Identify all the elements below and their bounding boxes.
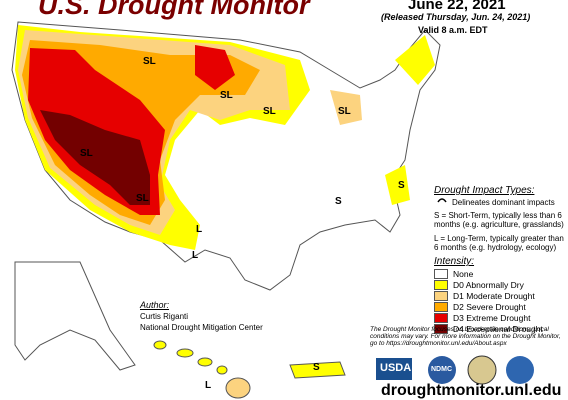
d4-area xyxy=(40,110,150,205)
map-label: S xyxy=(313,362,320,373)
intensity-heading: Intensity: xyxy=(434,256,475,267)
map-label: SL xyxy=(338,106,351,117)
author-org: National Drought Mitigation Center xyxy=(140,323,263,332)
ne-area xyxy=(395,35,435,85)
legend-swatch xyxy=(434,323,448,334)
map-label: S xyxy=(398,180,405,191)
map-label: L xyxy=(192,250,199,261)
map-label: SL xyxy=(143,56,156,67)
released: (Released Thursday, Jun. 24, 2021) xyxy=(381,12,531,22)
url[interactable]: droughtmonitor.unl.edu xyxy=(381,382,562,399)
impact-line-sample xyxy=(437,198,447,203)
legend-label: D3 Extreme Drought xyxy=(453,312,531,323)
legend: None D0 Abnormally Dry D1 Moderate Drought… xyxy=(434,268,543,334)
legend-item: D1 Moderate Drought xyxy=(434,290,543,301)
ndmc-text: NDMC xyxy=(431,366,452,373)
legend-label: D0 Abnormally Dry xyxy=(453,279,524,290)
impact-long: L = Long-Term, typically greater than 6 … xyxy=(434,234,564,252)
legend-swatch xyxy=(434,290,448,301)
alaska xyxy=(14,261,136,371)
hawaii xyxy=(153,340,251,399)
note: The Drought Monitor focuses on broad-sca… xyxy=(370,326,561,347)
map-label: L xyxy=(196,224,203,235)
map-label: S xyxy=(335,196,342,207)
usda-text: USDA xyxy=(380,362,412,374)
legend-label: D4 Exceptional Drought xyxy=(453,323,543,334)
puerto-rico xyxy=(289,361,346,379)
map-label: SL xyxy=(263,106,276,117)
map-label: SL xyxy=(136,193,149,204)
mi-area xyxy=(330,90,362,125)
doc-logo xyxy=(467,355,497,385)
impact-delineates: Delineates dominant impacts xyxy=(452,198,555,207)
author-name: Curtis Riganti xyxy=(140,312,189,321)
legend-item: D4 Exceptional Drought xyxy=(434,323,543,334)
title: U.S. Drought Monitor xyxy=(38,0,310,20)
legend-swatch xyxy=(434,279,448,290)
noaa-logo xyxy=(506,356,534,384)
legend-swatch xyxy=(434,301,448,312)
legend-item: D0 Abnormally Dry xyxy=(434,279,543,290)
d3-area xyxy=(28,45,235,215)
nc-area xyxy=(385,165,410,205)
valid: Valid 8 a.m. EDT xyxy=(418,25,488,35)
legend-item: D3 Extreme Drought xyxy=(434,312,543,323)
legend-label: None xyxy=(453,268,474,279)
legend-item: None xyxy=(434,268,543,279)
legend-label: D1 Moderate Drought xyxy=(453,290,535,301)
map-label: SL xyxy=(80,148,93,159)
map-label: SL xyxy=(220,90,233,101)
legend-swatch xyxy=(434,268,448,279)
impact-heading: Drought Impact Types: xyxy=(434,185,535,196)
legend-item: D2 Severe Drought xyxy=(434,301,543,312)
map-label: L xyxy=(205,380,212,391)
legend-label: D2 Severe Drought xyxy=(453,301,526,312)
impact-short: S = Short-Term, typically less than 6 mo… xyxy=(434,211,564,229)
date: June 22, 2021 xyxy=(408,0,506,13)
ndmc-logo xyxy=(428,356,456,384)
author-heading: Author: xyxy=(140,300,170,310)
usda-logo xyxy=(376,358,412,380)
legend-swatch xyxy=(434,312,448,323)
